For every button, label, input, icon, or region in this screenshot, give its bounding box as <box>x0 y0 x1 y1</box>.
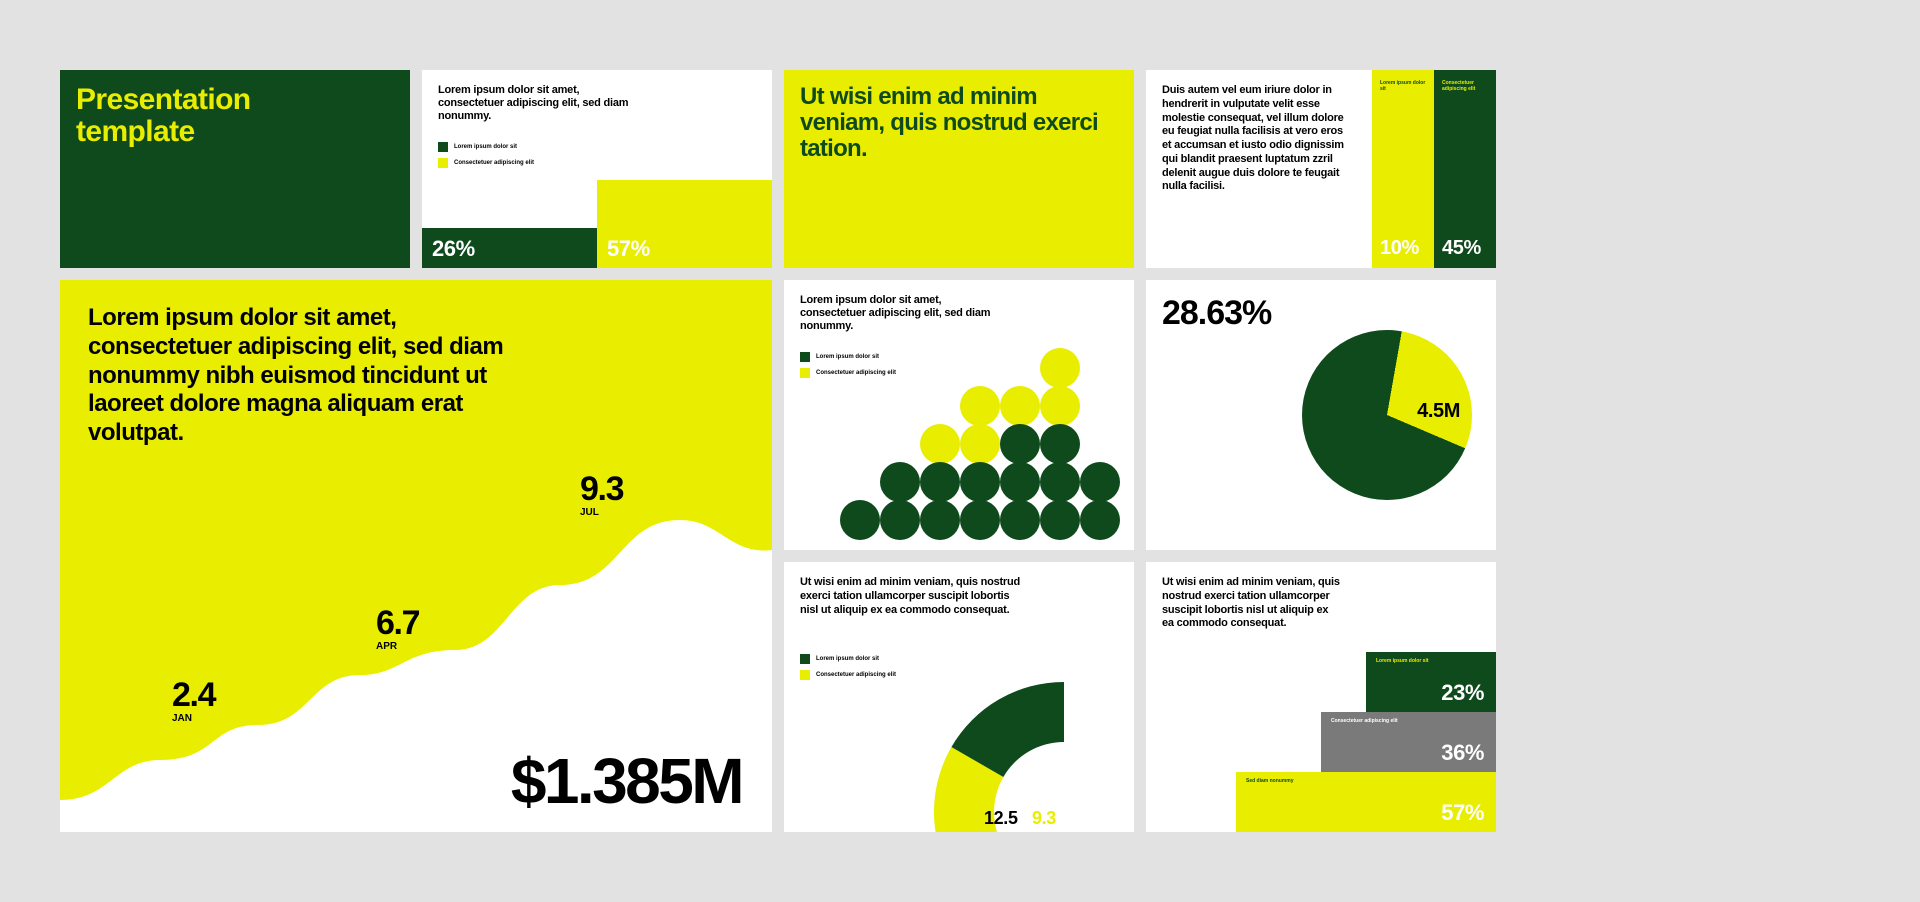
data-point-value: 6.7 <box>376 604 419 643</box>
hbar-value: 57% <box>1441 800 1484 826</box>
slide6-headline: Lorem ipsum dolor sit amet, consectetuer… <box>800 294 1000 334</box>
legend-row: Consectetuer adipiscing elit <box>800 670 896 680</box>
bar: 26% <box>422 228 597 268</box>
dot <box>920 424 960 464</box>
dot <box>1000 424 1040 464</box>
slide9-headline: Ut wisi enim ad minim veniam, quis nostr… <box>1162 576 1342 631</box>
slide-board: Presentationtemplate Lorem ipsum dolor s… <box>60 70 1860 832</box>
slide5-total: $1.385M <box>511 744 742 818</box>
data-point: 2.4JAN <box>172 676 215 724</box>
dot <box>1080 500 1120 540</box>
side-label: Lorem ipsum dolor sit <box>1380 80 1428 92</box>
slide-wave-chart: Lorem ipsum dolor sit amet, consectetuer… <box>60 280 772 832</box>
data-point-value: 9.3 <box>580 470 623 509</box>
data-point: 6.7APR <box>376 604 419 652</box>
data-point-value: 2.4 <box>172 676 215 715</box>
donut-value: 12.5 <box>984 808 1018 829</box>
side-value: 10% <box>1380 237 1419 260</box>
legend-row: Lorem ipsum dolor sit <box>438 142 534 152</box>
dot <box>960 386 1000 426</box>
slide2-headline: Lorem ipsum dolor sit amet, consectetuer… <box>438 84 638 124</box>
legend-label: Lorem ipsum dolor sit <box>454 144 517 150</box>
side-label: Consectetuer adipiscing elit <box>1442 80 1490 92</box>
legend-swatch <box>438 142 448 152</box>
slide-pie: 28.63% 4.5M <box>1146 280 1496 550</box>
slide8-legend: Lorem ipsum dolor sit Consectetuer adipis… <box>800 654 896 680</box>
dot <box>920 500 960 540</box>
slide-text-columns: Duis autem vel eum iriure dolor in hendr… <box>1146 70 1496 268</box>
slide4-body: Duis autem vel eum iriure dolor in hendr… <box>1162 84 1352 194</box>
slide-quote-yellow: Ut wisi enim ad minim veniam, quis nostr… <box>784 70 1134 268</box>
dot <box>1040 462 1080 502</box>
dot <box>1000 386 1040 426</box>
legend-label: Consectetuer adipiscing elit <box>816 672 896 678</box>
dot <box>960 424 1000 464</box>
side-column: Lorem ipsum dolor sit 10% <box>1372 70 1434 268</box>
dot <box>1000 462 1040 502</box>
slide-title: Presentationtemplate <box>60 70 410 268</box>
hbar-label: Sed diam nonummy <box>1246 778 1294 784</box>
bar: 57% <box>597 180 772 268</box>
hbar: Lorem ipsum dolor sit 23% <box>1366 652 1496 712</box>
legend-swatch <box>438 158 448 168</box>
pie-label: 4.5M <box>1417 400 1460 423</box>
title-text: Presentationtemplate <box>76 84 251 147</box>
hbar-label: Lorem ipsum dolor sit <box>1376 658 1429 664</box>
slide-donut: Ut wisi enim ad minim veniam, quis nostr… <box>784 562 1134 832</box>
dot <box>920 462 960 502</box>
dot <box>880 462 920 502</box>
legend-label: Consectetuer adipiscing elit <box>454 160 534 166</box>
hbar-value: 36% <box>1441 740 1484 766</box>
side-column: Consectetuer adipiscing elit 45% <box>1434 70 1496 268</box>
side-value: 45% <box>1442 237 1481 260</box>
legend-swatch <box>800 670 810 680</box>
dot <box>1040 348 1080 388</box>
dot <box>1040 500 1080 540</box>
bar-value: 26% <box>432 236 475 262</box>
bar-value: 57% <box>607 236 650 262</box>
dot <box>960 500 1000 540</box>
dot <box>880 500 920 540</box>
dot <box>960 462 1000 502</box>
slide2-legend: Lorem ipsum dolor sit Consectetuer adipis… <box>438 142 534 168</box>
dot <box>1040 424 1080 464</box>
donut-value: 9.3 <box>1032 808 1056 829</box>
legend-swatch <box>800 654 810 664</box>
pie-percent: 28.63% <box>1162 294 1271 333</box>
slide-stacked-bars: Ut wisi enim ad minim veniam, quis nostr… <box>1146 562 1496 832</box>
hbar: Consectetuer adipiscing elit 36% <box>1321 712 1496 772</box>
legend-swatch <box>800 352 810 362</box>
legend-row: Lorem ipsum dolor sit <box>800 654 896 664</box>
dot <box>1000 500 1040 540</box>
hbar: Sed diam nonummy 57% <box>1236 772 1496 832</box>
slide5-headline: Lorem ipsum dolor sit amet, consectetuer… <box>88 304 508 448</box>
slide3-headline: Ut wisi enim ad minim veniam, quis nostr… <box>800 84 1118 162</box>
legend-label: Lorem ipsum dolor sit <box>816 656 879 662</box>
data-point: 9.3JUL <box>580 470 623 518</box>
slide8-headline: Ut wisi enim ad minim veniam, quis nostr… <box>800 576 1020 617</box>
legend-row: Consectetuer adipiscing elit <box>438 158 534 168</box>
hbar-label: Consectetuer adipiscing elit <box>1331 718 1398 724</box>
slide-dot-matrix: Lorem ipsum dolor sit amet, consectetuer… <box>784 280 1134 550</box>
legend-swatch <box>800 368 810 378</box>
dot <box>1040 386 1080 426</box>
hbar-value: 23% <box>1441 680 1484 706</box>
dot <box>840 500 880 540</box>
dot <box>1080 462 1120 502</box>
slide-two-bars: Lorem ipsum dolor sit amet, consectetuer… <box>422 70 772 268</box>
dot-grid <box>842 348 1122 538</box>
